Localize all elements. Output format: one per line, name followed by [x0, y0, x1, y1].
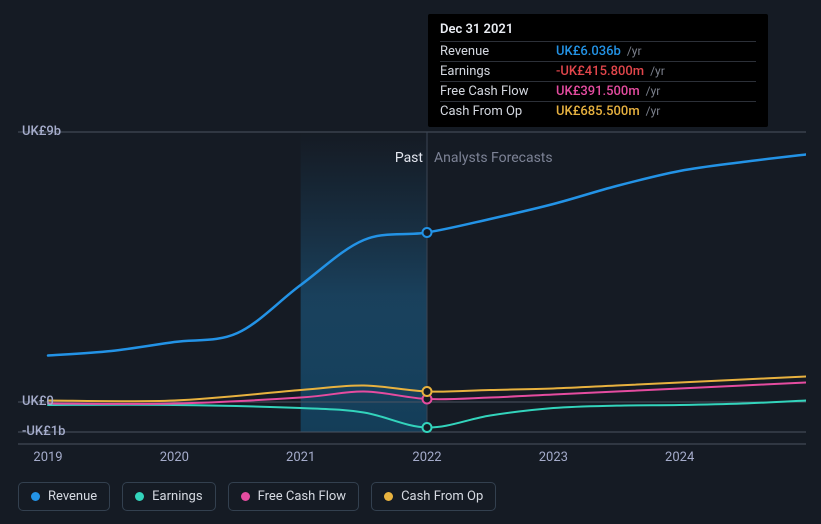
legend-item-earnings[interactable]: Earnings: [122, 482, 215, 511]
legend-item-revenue[interactable]: Revenue: [18, 482, 110, 511]
x-tick-label: 2020: [160, 450, 189, 465]
tooltip-key: Free Cash Flow: [440, 84, 550, 99]
tooltip-row: Earnings -UK£415.800m/yr: [440, 61, 756, 81]
marker-revenue: [423, 228, 432, 237]
past-label: Past: [395, 150, 423, 166]
legend-label: Free Cash Flow: [258, 489, 346, 504]
legend-label: Cash From Op: [401, 489, 483, 504]
tooltip-unit: /yr: [646, 84, 661, 98]
tooltip-key: Revenue: [440, 44, 550, 59]
y-tick-label: -UK£1b: [22, 424, 65, 439]
marker-earnings: [423, 423, 432, 432]
tooltip-unit: /yr: [627, 44, 642, 58]
legend: Revenue Earnings Free Cash Flow Cash From O…: [18, 482, 496, 511]
tooltip-key: Cash From Op: [440, 104, 550, 119]
legend-label: Earnings: [152, 489, 202, 504]
legend-item-cfo[interactable]: Cash From Op: [371, 482, 496, 511]
tooltip-row: Revenue UK£6.036b/yr: [440, 41, 756, 61]
tooltip-value: UK£391.500m: [556, 84, 640, 99]
legend-dot-icon: [31, 492, 40, 501]
x-tick-label: 2019: [33, 450, 62, 465]
legend-item-fcf[interactable]: Free Cash Flow: [228, 482, 359, 511]
legend-dot-icon: [241, 492, 250, 501]
legend-dot-icon: [135, 492, 144, 501]
tooltip-key: Earnings: [440, 64, 550, 79]
tooltip-row: Cash From Op UK£685.500m/yr: [440, 101, 756, 121]
tooltip-value: UK£6.036b: [556, 44, 621, 59]
financials-chart: UK£9bUK£0-UK£1b Past Analysts Forecasts …: [18, 0, 806, 524]
y-tick-label: UK£0: [22, 394, 54, 409]
legend-dot-icon: [384, 492, 393, 501]
tooltip-value: UK£685.500m: [556, 104, 640, 119]
x-tick-label: 2021: [286, 450, 315, 465]
x-tick-label: 2023: [539, 450, 568, 465]
hover-tooltip: Dec 31 2021 Revenue UK£6.036b/yr Earnings-…: [428, 14, 768, 127]
tooltip-unit: /yr: [650, 64, 665, 78]
forecast-label: Analysts Forecasts: [434, 150, 553, 166]
x-tick-label: 2022: [412, 450, 441, 465]
x-axis-labels: 2019 2020 2021 2022 2023 2024: [18, 450, 806, 470]
tooltip-unit: /yr: [646, 104, 661, 118]
marker-cfo: [423, 387, 432, 396]
y-tick-label: UK£9b: [22, 124, 61, 139]
tooltip-date: Dec 31 2021: [440, 22, 756, 41]
legend-label: Revenue: [48, 489, 97, 504]
tooltip-row: Free Cash Flow UK£391.500m/yr: [440, 81, 756, 101]
x-tick-label: 2024: [665, 450, 694, 465]
tooltip-value: -UK£415.800m: [556, 64, 644, 79]
